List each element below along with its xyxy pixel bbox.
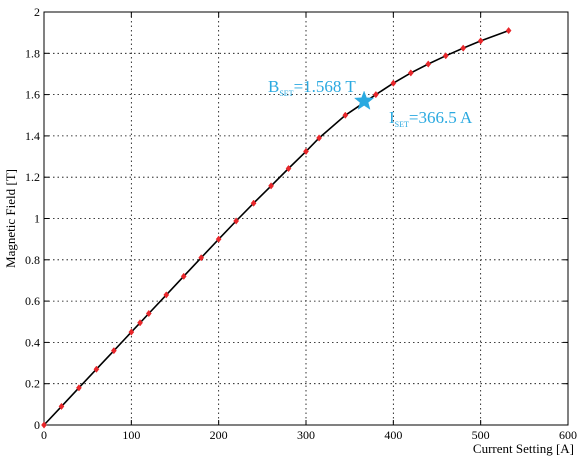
data-point xyxy=(128,328,135,336)
data-point xyxy=(145,309,152,318)
data-point xyxy=(198,254,205,262)
x-tick-label: 400 xyxy=(384,428,402,442)
y-tick-label: 0.8 xyxy=(25,253,40,267)
data-point xyxy=(215,235,222,243)
bset-annotation: BSET=1.568 T xyxy=(268,77,356,98)
y-tick-label: 1.4 xyxy=(25,129,40,143)
y-tick-label: 1.2 xyxy=(25,170,40,184)
bset-sub: SET xyxy=(279,89,293,98)
data-point xyxy=(342,111,349,119)
iset-sub: SET xyxy=(395,120,409,129)
data-point xyxy=(180,272,187,280)
x-tick-label: 300 xyxy=(297,428,315,442)
iset-annotation: ISET=366.5 A xyxy=(389,108,473,129)
x-tick-label: 100 xyxy=(122,428,140,442)
data-point xyxy=(250,199,257,207)
bset-value: =1.568 T xyxy=(294,77,357,96)
data-point xyxy=(93,365,100,373)
data-point xyxy=(233,217,240,225)
data-point xyxy=(316,134,322,142)
x-tick-label: 600 xyxy=(559,428,577,442)
data-point xyxy=(460,44,467,52)
y-tick-label: 1.8 xyxy=(25,46,40,60)
iset-value: =366.5 A xyxy=(409,108,473,127)
data-point xyxy=(303,147,309,155)
x-tick-label: 200 xyxy=(210,428,228,442)
bset-main: B xyxy=(268,77,279,96)
data-point xyxy=(425,60,432,68)
ticks: 0 100 200 300 400 500 600 0 0.2 0.4 0.6 0.8 1 1.2 1.4 1… xyxy=(25,5,577,442)
y-tick-label: 2 xyxy=(34,5,40,19)
y-tick-label: 0.2 xyxy=(25,377,40,391)
data-point xyxy=(407,69,414,77)
data-point xyxy=(41,421,47,429)
data-point xyxy=(390,79,397,87)
data-point xyxy=(76,384,82,392)
highlight xyxy=(353,90,375,110)
data-point xyxy=(58,402,65,411)
series xyxy=(41,26,512,429)
highlight-star xyxy=(353,90,375,110)
data-point xyxy=(268,182,274,190)
data-point xyxy=(285,164,292,173)
x-tick-label: 500 xyxy=(472,428,490,442)
y-tick-label: 1.6 xyxy=(25,88,40,102)
data-point xyxy=(442,52,449,60)
data-point xyxy=(477,37,484,45)
y-tick-label: 0.6 xyxy=(25,294,40,308)
data-point xyxy=(163,291,170,299)
y-tick-label: 0.4 xyxy=(25,335,40,349)
x-tick-label: 0 xyxy=(41,428,47,442)
x-axis-label: Current Setting [A] xyxy=(473,441,574,456)
data-point xyxy=(110,347,117,355)
y-tick-label: 1 xyxy=(34,212,40,226)
data-point xyxy=(372,90,379,99)
data-point xyxy=(137,319,143,327)
data-point xyxy=(505,26,512,35)
iset-main: I xyxy=(389,108,395,127)
y-axis-label: Magnetic Field [T] xyxy=(3,169,18,268)
y-tick-label: 0 xyxy=(34,418,40,432)
